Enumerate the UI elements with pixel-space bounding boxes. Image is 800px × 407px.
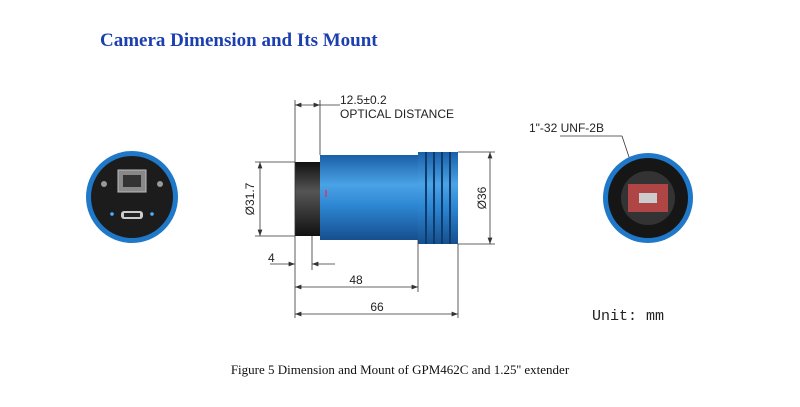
optical-distance-label: OPTICAL DISTANCE bbox=[340, 107, 454, 121]
total-length: 66 bbox=[370, 300, 384, 314]
optical-distance: 12.5±0.2 bbox=[340, 93, 387, 107]
front-length: 4 bbox=[268, 251, 275, 265]
front-diameter: Ø31.7 bbox=[243, 182, 257, 215]
back-view bbox=[86, 151, 178, 243]
body-diameter: Ø36 bbox=[475, 186, 489, 209]
caption: Figure 5 Dimension and Mount of GPM462C … bbox=[231, 362, 570, 377]
mount-thread: 1"-32 UNF-2B bbox=[529, 121, 604, 135]
front-view bbox=[603, 153, 693, 243]
unit: Unit: mm bbox=[592, 308, 664, 325]
body-length: 48 bbox=[349, 273, 363, 287]
title: Camera Dimension and Its Mount bbox=[100, 30, 378, 51]
side-view bbox=[295, 152, 458, 244]
